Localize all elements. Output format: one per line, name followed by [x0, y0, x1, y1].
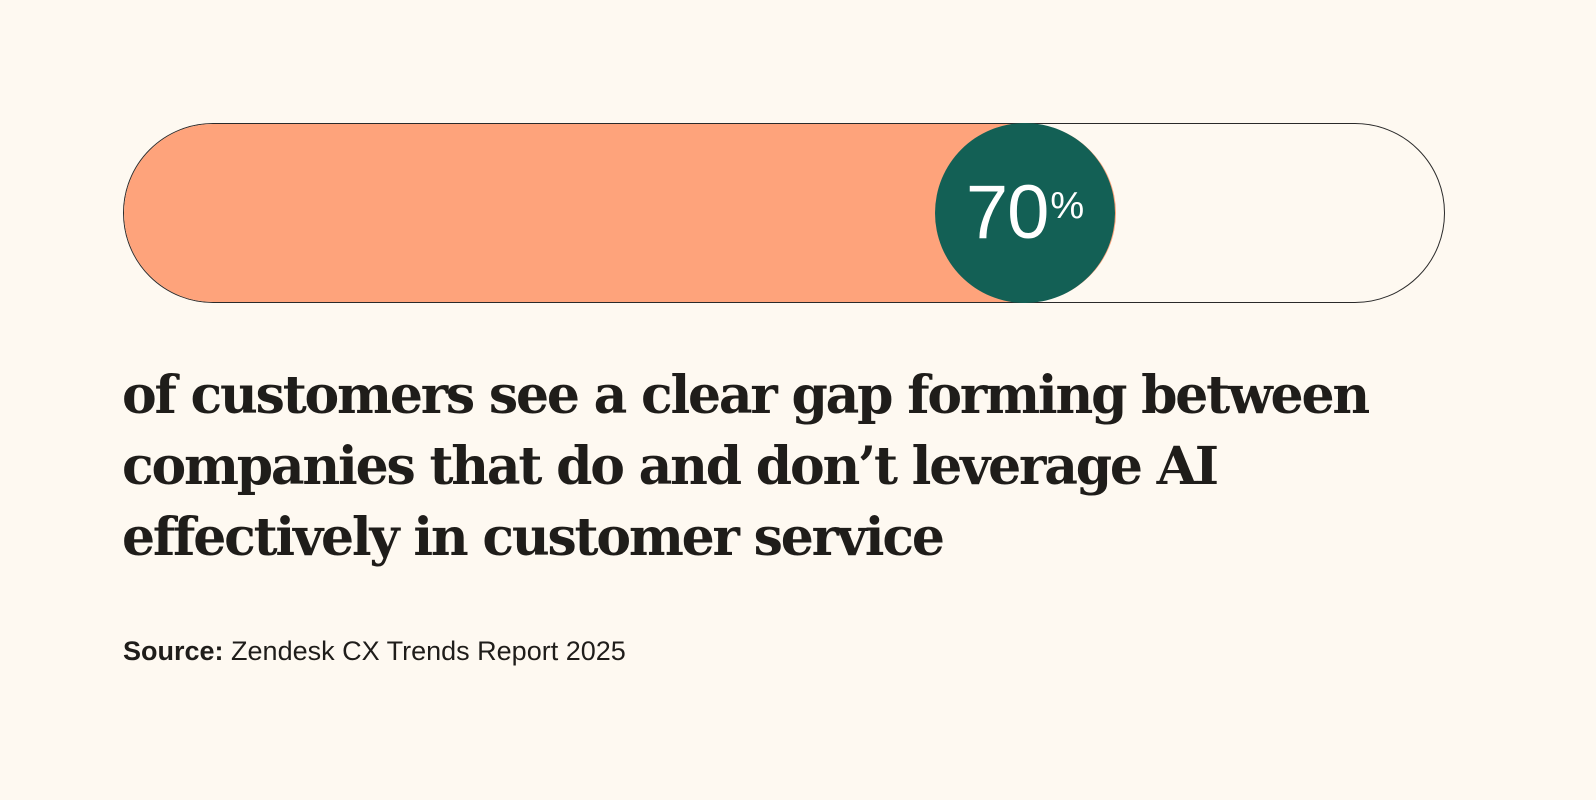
percentage-badge: 70%	[935, 123, 1115, 303]
progress-bar-track	[123, 123, 1445, 303]
source-label: Source:	[123, 636, 224, 666]
headline: of customers see a clear gap forming bet…	[122, 365, 1370, 568]
percentage-value: 70	[965, 170, 1050, 255]
percent-sign: %	[1050, 185, 1085, 227]
source-line: Source: Zendesk CX Trends Report 2025	[123, 636, 626, 667]
source-text: Zendesk CX Trends Report 2025	[231, 636, 626, 666]
